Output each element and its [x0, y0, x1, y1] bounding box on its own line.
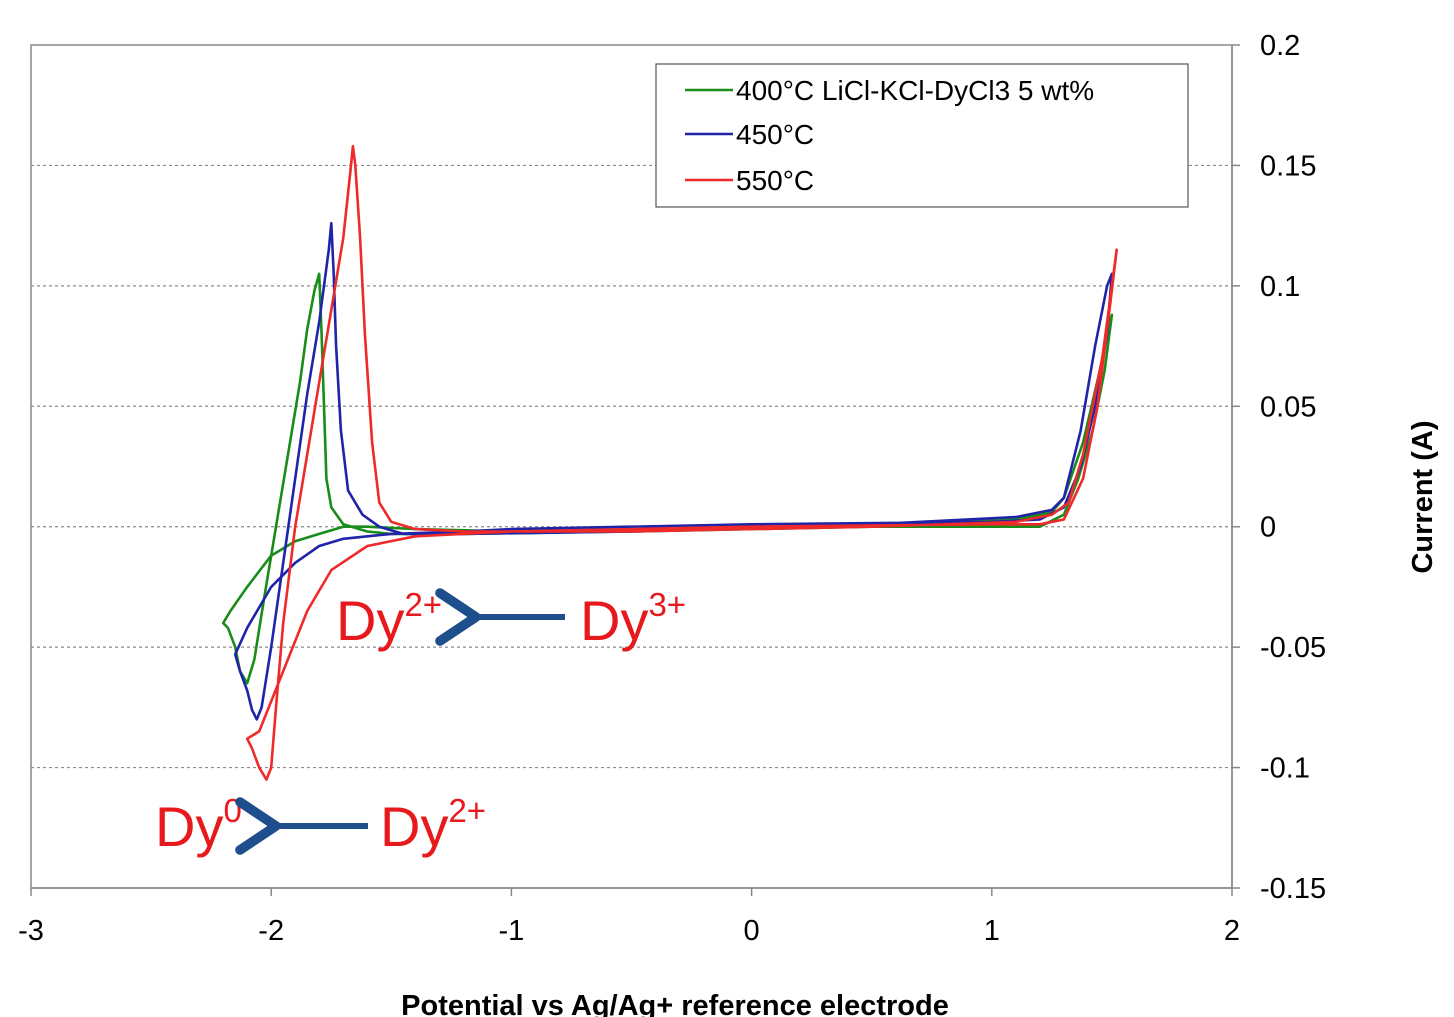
annotation-dy2-to-dy0: Dy0 Dy2+ — [155, 792, 486, 858]
series-layer — [221, 144, 1118, 781]
series-line-0 — [221, 272, 1114, 685]
annotation-reactant: Dy2+ — [380, 792, 486, 858]
y-tick-label: -0.05 — [1260, 632, 1326, 664]
series-line-2 — [245, 144, 1118, 781]
legend-label-550: 550°C — [736, 165, 814, 196]
y-tick-label: 0.05 — [1260, 391, 1316, 423]
x-tick-label: -1 — [499, 915, 525, 947]
annotation-reactant: Dy3+ — [580, 586, 686, 652]
legend-label-400: 400°C LiCl-KCl-DyCl3 5 wt% — [736, 75, 1094, 106]
legend-label-450: 450°C — [736, 119, 814, 150]
x-tick-labels: -3 -2 -1 0 1 2 — [18, 915, 1240, 947]
y-tick-label: 0.2 — [1260, 30, 1300, 62]
x-tick-label: -2 — [258, 915, 284, 947]
y-axis-title: Current (A) — [1407, 420, 1439, 573]
x-tick-label: 0 — [744, 915, 760, 947]
x-tick-label: 1 — [984, 915, 1000, 947]
y-tick-label: -0.1 — [1260, 753, 1310, 785]
y-tick-label: 0.15 — [1260, 150, 1316, 182]
annotation-product: Dy2+ — [336, 586, 442, 652]
x-tick-label: 2 — [1224, 915, 1240, 947]
y-tick-label: 0 — [1260, 512, 1276, 544]
annotation-dy3-to-dy2: Dy2+ Dy3+ — [336, 586, 686, 652]
legend-box — [655, 63, 1189, 208]
x-tick-label: -3 — [18, 915, 44, 947]
axes — [30, 44, 1240, 896]
x-axis-title: Potential vs Ag/Ag+ reference electrode — [401, 990, 949, 1017]
y-tick-labels: 0.2 0.15 0.1 0.05 0 -0.05 -0.1 -0.15 — [1260, 30, 1326, 905]
legend: 400°C LiCl-KCl-DyCl3 5 wt% 450°C 550°C — [655, 63, 1189, 208]
y-tick-label: -0.15 — [1260, 873, 1326, 905]
y-tick-label: 0.1 — [1260, 271, 1300, 303]
